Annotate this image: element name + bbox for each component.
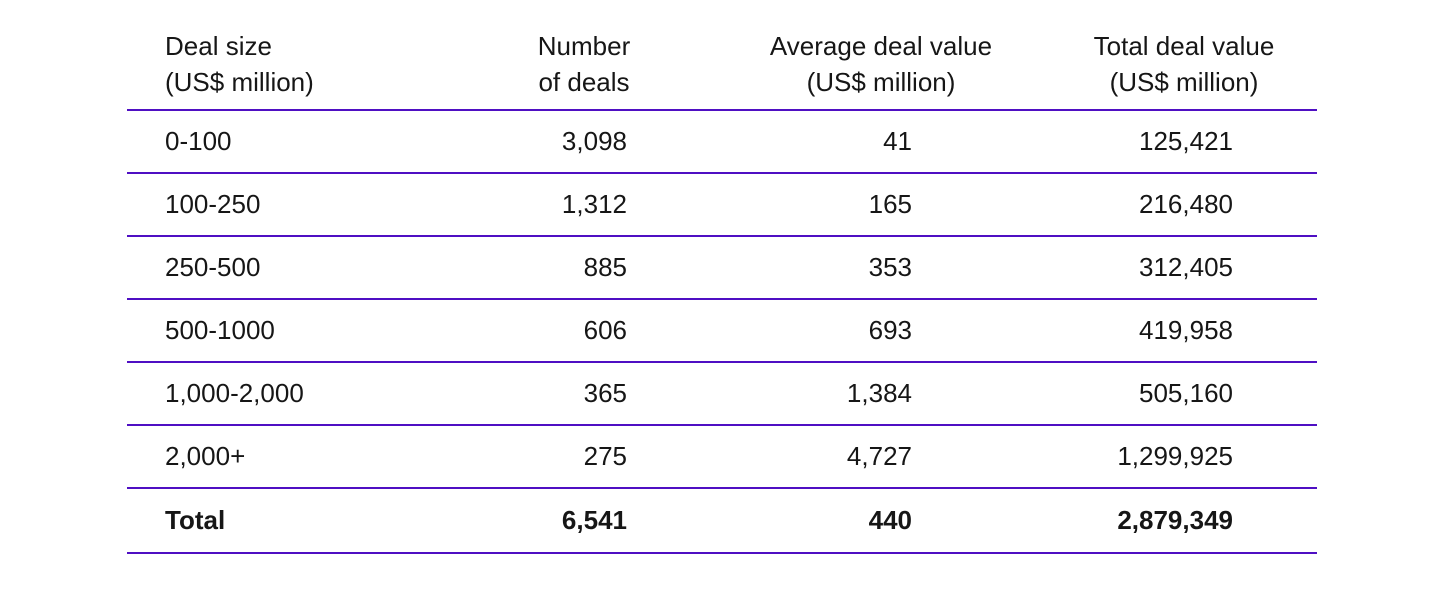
total-deal-value: 1,299,925 — [1051, 425, 1317, 489]
deal-size-range: 0-100 — [127, 110, 457, 174]
deal-size-table: Deal size (US$ million) Number of deals … — [127, 18, 1317, 554]
average-deal-value: 1,384 — [711, 362, 1051, 426]
table-row: 2,000+ 275 4,727 1,299,925 — [127, 425, 1317, 489]
deal-size-range: 500-1000 — [127, 299, 457, 363]
number-of-deals-value: 606 — [457, 299, 711, 363]
table-row: 1,000-2,000 365 1,384 505,160 — [127, 362, 1317, 426]
number-of-deals-value: 275 — [457, 425, 711, 489]
col-header-number-of-deals: Number of deals — [457, 18, 711, 111]
table-total-row: Total 6,541 440 2,879,349 — [127, 488, 1317, 554]
number-of-deals-value: 885 — [457, 236, 711, 300]
number-of-deals-value: 1,312 — [457, 173, 711, 237]
table-body: 0-100 3,098 41 125,421 100-250 1,312 165… — [127, 110, 1317, 554]
average-deal-value: 41 — [711, 110, 1051, 174]
average-deal-value: 353 — [711, 236, 1051, 300]
total-average-deal-value: 440 — [711, 488, 1051, 554]
table-row: 100-250 1,312 165 216,480 — [127, 173, 1317, 237]
deal-size-range: 1,000-2,000 — [127, 362, 457, 426]
average-deal-value: 165 — [711, 173, 1051, 237]
total-deal-value: 419,958 — [1051, 299, 1317, 363]
total-label: Total — [127, 488, 457, 554]
deal-size-range: 2,000+ — [127, 425, 457, 489]
total-deal-value: 216,480 — [1051, 173, 1317, 237]
table-row: 0-100 3,098 41 125,421 — [127, 110, 1317, 174]
number-of-deals-value: 365 — [457, 362, 711, 426]
total-number-of-deals: 6,541 — [457, 488, 711, 554]
total-deal-value: 505,160 — [1051, 362, 1317, 426]
table-row: 250-500 885 353 312,405 — [127, 236, 1317, 300]
deal-size-range: 250-500 — [127, 236, 457, 300]
number-of-deals-value: 3,098 — [457, 110, 711, 174]
table-row: 500-1000 606 693 419,958 — [127, 299, 1317, 363]
col-header-total-deal-value: Total deal value (US$ million) — [1051, 18, 1317, 111]
table-container: Deal size (US$ million) Number of deals … — [127, 18, 1317, 554]
table-header: Deal size (US$ million) Number of deals … — [127, 18, 1317, 111]
average-deal-value: 4,727 — [711, 425, 1051, 489]
average-deal-value: 693 — [711, 299, 1051, 363]
total-deal-value: 125,421 — [1051, 110, 1317, 174]
total-total-deal-value: 2,879,349 — [1051, 488, 1317, 554]
total-deal-value: 312,405 — [1051, 236, 1317, 300]
col-header-average-deal-value: Average deal value (US$ million) — [711, 18, 1051, 111]
deal-size-range: 100-250 — [127, 173, 457, 237]
col-header-deal-size: Deal size (US$ million) — [127, 18, 457, 111]
header-row: Deal size (US$ million) Number of deals … — [127, 18, 1317, 111]
